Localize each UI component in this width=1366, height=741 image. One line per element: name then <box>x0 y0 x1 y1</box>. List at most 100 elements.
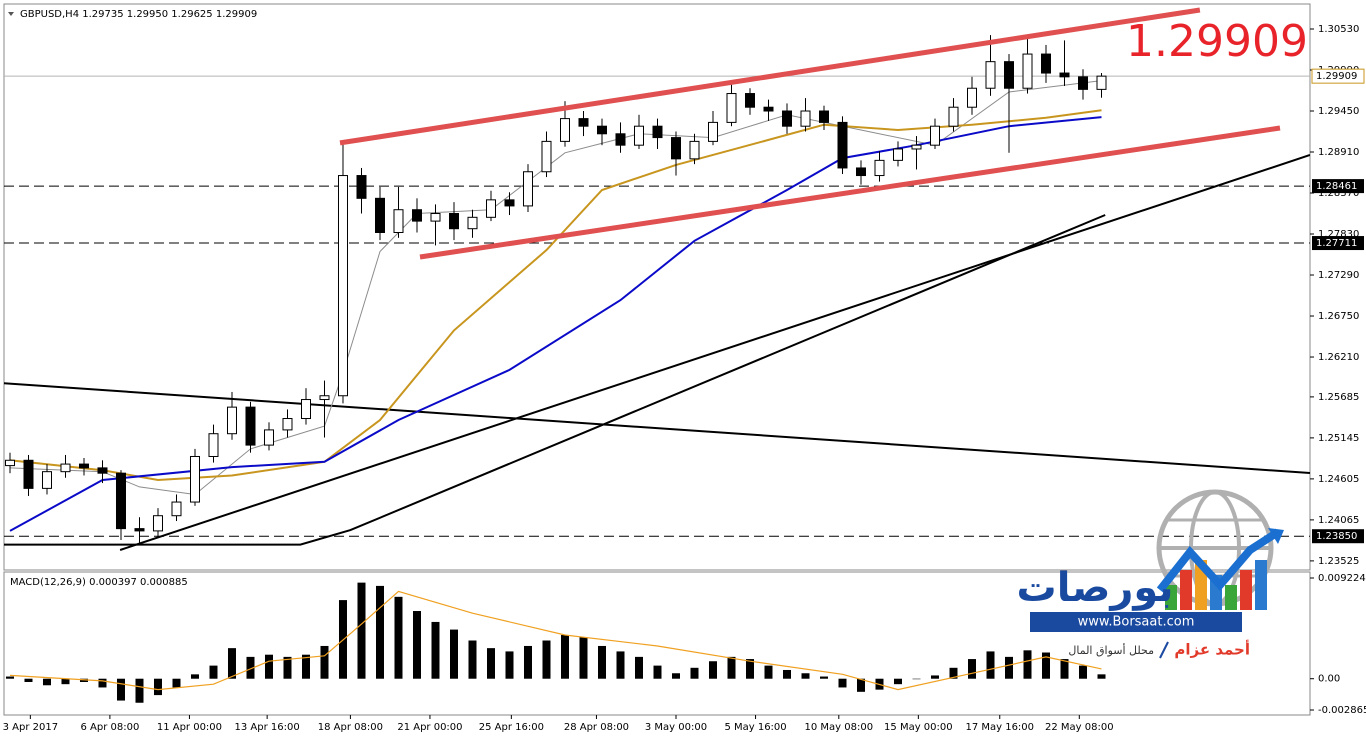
trend-line <box>4 382 1310 474</box>
candle-body <box>430 213 441 222</box>
y-tick-label: 1.28910 <box>1318 147 1359 158</box>
candle-body <box>189 455 200 503</box>
x-tick-label: 11 Apr 00:00 <box>157 722 222 733</box>
macd-bar <box>745 659 754 679</box>
x-tick-label: 13 Apr 16:00 <box>235 722 300 733</box>
candle-body <box>763 106 774 112</box>
macd-pane <box>3 571 1311 716</box>
x-tick-label: 15 May 00:00 <box>884 722 953 733</box>
candle-body <box>263 429 274 446</box>
x-tick-label: 28 Apr 08:00 <box>564 722 629 733</box>
y-tick-label: 1.26210 <box>1318 352 1359 363</box>
candle-body <box>930 125 941 146</box>
macd-bar <box>523 645 532 679</box>
candle-body <box>245 406 256 446</box>
macd-label: MACD(12,26,9) 0.000397 0.000885 <box>10 577 188 588</box>
macd-bar <box>894 678 903 685</box>
y-tick-label: 1.23525 <box>1318 556 1359 567</box>
x-tick-label: 5 May 16:00 <box>724 722 786 733</box>
candle-body <box>967 87 978 108</box>
macd-bar <box>856 678 865 692</box>
logo-bar <box>1165 585 1177 610</box>
candle-body <box>115 472 126 530</box>
candle-body <box>818 110 829 123</box>
logo-brand: بورصات <box>1017 565 1174 611</box>
candle-body <box>541 140 552 173</box>
candle-body <box>356 175 367 199</box>
x-tick-label: 3 May 00:00 <box>645 722 707 733</box>
candle-body <box>1041 53 1052 74</box>
candle-body <box>23 459 34 489</box>
logo: بورصات www.Borsaat.com أحمد عزام محلل أس… <box>1017 489 1284 659</box>
candle-body <box>282 418 293 431</box>
candle-body <box>152 515 163 532</box>
candle-body <box>670 137 681 160</box>
macd-bar <box>542 640 551 679</box>
axes: 1.305301.299901.294501.289101.283701.278… <box>3 24 1366 733</box>
y-tick-label: 1.27830 <box>1318 229 1359 240</box>
candle-body <box>134 528 145 532</box>
macd-bar <box>819 676 828 679</box>
x-tick-label: 17 May 16:00 <box>965 722 1034 733</box>
candle-body <box>911 144 922 150</box>
x-tick-label: 3 Apr 2017 <box>3 722 58 733</box>
candle-body <box>467 216 478 230</box>
y-tick-label: 1.24065 <box>1318 515 1359 526</box>
x-tick-label: 22 May 08:00 <box>1045 722 1114 733</box>
candle-body <box>689 140 700 160</box>
candle-body <box>171 501 182 517</box>
candle-body <box>485 199 496 218</box>
level-label-bg <box>1312 529 1364 544</box>
macd-bar <box>560 635 569 679</box>
current-price-bg <box>1311 68 1365 84</box>
candle-body <box>578 118 589 127</box>
candle-body <box>559 118 570 142</box>
macd-bar <box>986 651 995 679</box>
logo-bar <box>1225 585 1237 610</box>
macd-bar <box>375 585 384 679</box>
candle-body <box>893 148 904 161</box>
level-label-bg <box>1312 179 1364 194</box>
logo-arrow-head <box>1268 528 1284 544</box>
candle-body <box>319 395 330 401</box>
candle-body <box>837 121 848 169</box>
logo-bar <box>1255 560 1267 610</box>
macd-bar <box>190 674 199 679</box>
macd-bar <box>616 651 625 679</box>
macd-plot <box>5 582 1106 703</box>
candle-body <box>633 125 644 146</box>
macd-bar <box>1097 674 1106 679</box>
candle-body <box>300 399 311 420</box>
macd-bar <box>449 629 458 679</box>
macd-bar <box>246 656 255 679</box>
macd-bar <box>227 648 236 679</box>
candle-body <box>1096 75 1107 90</box>
logo-role: محلل أسواق المال <box>1068 643 1154 657</box>
candle-body <box>97 467 108 474</box>
candle-body <box>781 110 792 127</box>
candle-body <box>448 213 459 230</box>
macd-bar <box>671 673 680 679</box>
logo-bar <box>1240 570 1252 610</box>
macd-bar <box>172 678 181 688</box>
macd-bar <box>1023 650 1032 679</box>
channel-line <box>339 7 1201 146</box>
macd-bar <box>505 651 514 679</box>
macd-bar <box>357 582 366 679</box>
y-tick-label: 1.26750 <box>1318 311 1359 322</box>
macd-bar <box>264 654 273 679</box>
macd-bar <box>1079 665 1088 679</box>
macd-bar <box>153 678 162 696</box>
macd-bar <box>283 656 292 679</box>
candle-body <box>504 199 515 207</box>
candle-body <box>226 406 237 435</box>
main-plot <box>4 7 1310 551</box>
trend-line <box>119 154 1310 551</box>
candle-body <box>596 125 607 135</box>
candle-body <box>707 121 718 142</box>
candle-body <box>41 471 52 489</box>
y-tick-label: 1.27290 <box>1318 270 1359 281</box>
logo-bar <box>1180 570 1192 610</box>
candle-body <box>60 463 71 473</box>
current-price-label: 1.29909 <box>1316 71 1357 82</box>
